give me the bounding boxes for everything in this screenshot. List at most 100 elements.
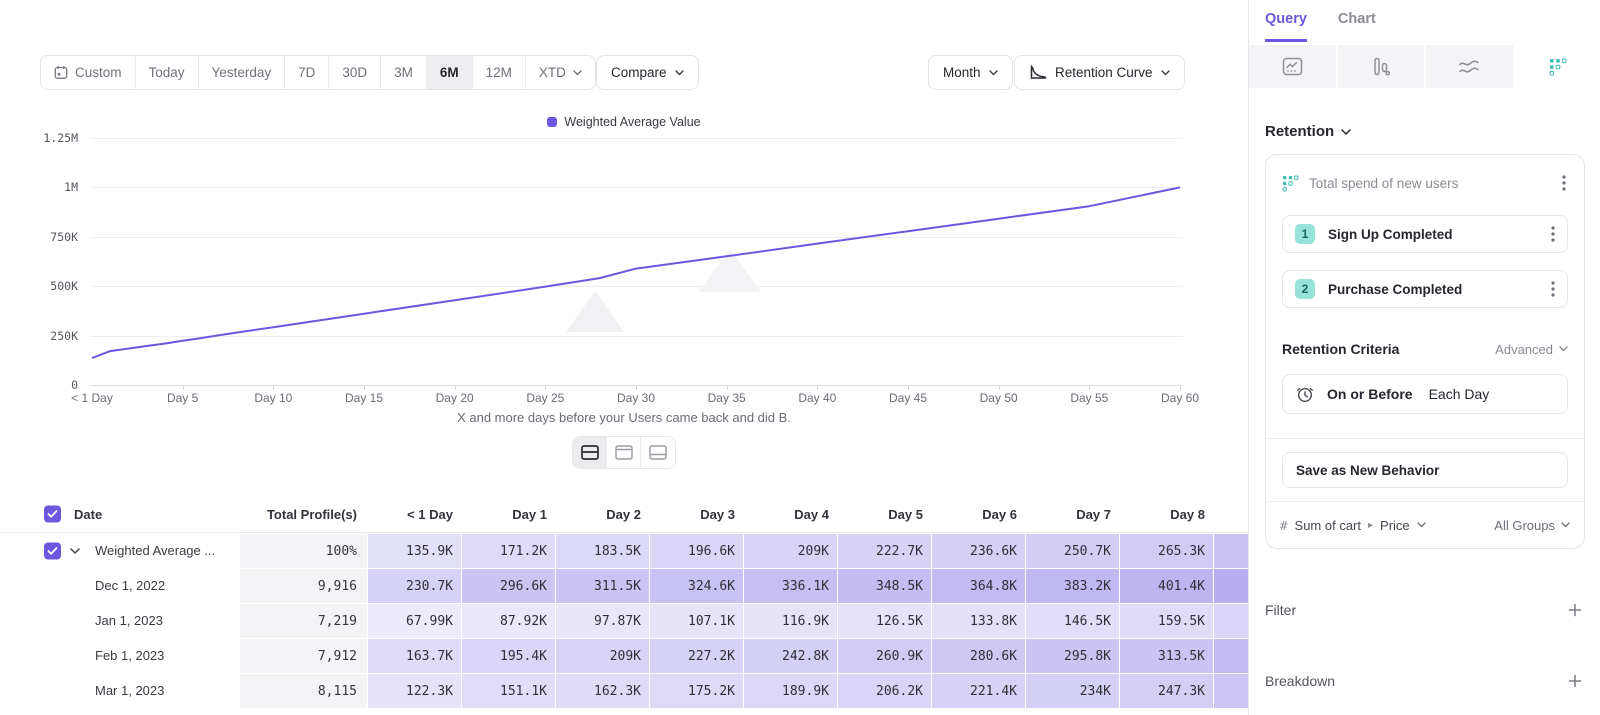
- retention-value-cell[interactable]: 227.2K: [649, 638, 743, 673]
- retention-value-cell[interactable]: 221.4K: [931, 673, 1025, 708]
- report-tab-retention[interactable]: [1515, 45, 1600, 88]
- report-tab-flows[interactable]: [1426, 45, 1515, 88]
- retention-value-cell[interactable]: 364.8K: [931, 568, 1025, 603]
- step-number-badge: 2: [1295, 279, 1315, 299]
- retention-value-cell[interactable]: 162.3K: [555, 673, 649, 708]
- header-day-column: Day 4: [743, 496, 837, 532]
- retention-value-cell[interactable]: 183.5K: [555, 533, 649, 568]
- retention-criteria-row: Retention Criteria Advanced: [1282, 341, 1568, 357]
- measurement-property: Price: [1380, 518, 1410, 533]
- criteria-label: Retention Criteria: [1282, 341, 1399, 357]
- breakdown-row: Breakdown: [1265, 672, 1584, 690]
- header-sliver: [1213, 496, 1248, 532]
- chevron-down-icon: [1561, 522, 1570, 528]
- retention-section-dropdown[interactable]: Retention: [1265, 123, 1351, 140]
- add-breakdown-button[interactable]: [1566, 672, 1584, 690]
- retention-value-cell[interactable]: 107.1K: [649, 603, 743, 638]
- retention-value-cell[interactable]: 87.92K: [461, 603, 555, 638]
- add-filter-button[interactable]: [1566, 601, 1584, 619]
- retention-value-cell[interactable]: 280.6K: [931, 638, 1025, 673]
- retention-value-cell[interactable]: 348.5K: [837, 568, 931, 603]
- retention-value-cell[interactable]: 189.9K: [743, 673, 837, 708]
- retention-value-cell[interactable]: 250.7K: [1025, 533, 1119, 568]
- total-profiles-cell: 7,219: [240, 603, 367, 638]
- tab-chart[interactable]: Chart: [1338, 11, 1376, 42]
- row-date-cell[interactable]: Feb 1, 2023: [0, 638, 240, 673]
- select-all-checkbox[interactable]: [44, 506, 61, 523]
- table-row: Dec 1, 20229,916230.7K296.6K311.5K324.6K…: [0, 568, 1248, 603]
- retention-value-cell[interactable]: 311.5K: [555, 568, 649, 603]
- behavior-step[interactable]: 2Purchase Completed: [1282, 270, 1568, 308]
- chevron-down-icon: [1341, 129, 1351, 135]
- retention-value-cell[interactable]: 383.2K: [1025, 568, 1119, 603]
- retention-grid-icon: [1282, 175, 1299, 192]
- kebab-menu-icon[interactable]: [1549, 224, 1557, 244]
- row-checkbox[interactable]: [44, 542, 61, 559]
- retention-value-cell[interactable]: 159.5K: [1119, 603, 1213, 638]
- retention-value-cell[interactable]: 171.2K: [461, 533, 555, 568]
- behavior-step[interactable]: 1Sign Up Completed: [1282, 215, 1568, 253]
- retention-value-cell[interactable]: 222.7K: [837, 533, 931, 568]
- header-day-column: Day 7: [1025, 496, 1119, 532]
- total-profiles-cell: 9,916: [240, 568, 367, 603]
- row-date-cell[interactable]: Jan 1, 2023: [0, 603, 240, 638]
- retention-value-cell[interactable]: 97.87K: [555, 603, 649, 638]
- clipped-value-cell: [1213, 673, 1248, 708]
- header-day-column: Day 8: [1119, 496, 1213, 532]
- advanced-dropdown[interactable]: Advanced: [1495, 342, 1568, 357]
- retention-value-cell[interactable]: 234K: [1025, 673, 1119, 708]
- tab-query[interactable]: Query: [1265, 11, 1307, 42]
- retention-value-cell[interactable]: 336.1K: [743, 568, 837, 603]
- retention-value-cell[interactable]: 133.8K: [931, 603, 1025, 638]
- header-date-cell: Date: [0, 496, 240, 532]
- retention-value-cell[interactable]: 236.6K: [931, 533, 1025, 568]
- retention-value-cell[interactable]: 195.4K: [461, 638, 555, 673]
- report-tab-insights[interactable]: [1249, 45, 1338, 88]
- retention-value-cell[interactable]: 146.5K: [1025, 603, 1119, 638]
- all-groups-dropdown[interactable]: All Groups: [1494, 518, 1570, 533]
- chevron-down-icon[interactable]: [70, 548, 80, 554]
- measurement-dropdown[interactable]: # Sum of cart ▸ Price: [1280, 518, 1426, 533]
- report-type-tabs: [1249, 45, 1600, 88]
- retention-value-cell[interactable]: 230.7K: [367, 568, 461, 603]
- header-total-profiles: Total Profile(s): [240, 496, 367, 532]
- retention-value-cell[interactable]: 296.6K: [461, 568, 555, 603]
- chevron-down-icon: [1559, 346, 1568, 352]
- retention-value-cell[interactable]: 313.5K: [1119, 638, 1213, 673]
- retention-value-cell[interactable]: 265.3K: [1119, 533, 1213, 568]
- kebab-menu-icon[interactable]: [1560, 173, 1568, 193]
- retention-value-cell[interactable]: 206.2K: [837, 673, 931, 708]
- report-tab-funnels[interactable]: [1338, 45, 1427, 88]
- save-button-label: Save as New Behavior: [1296, 463, 1439, 478]
- row-date-cell[interactable]: Weighted Average ...: [0, 533, 240, 568]
- retention-value-cell[interactable]: 401.4K: [1119, 568, 1213, 603]
- retention-value-cell[interactable]: 209K: [555, 638, 649, 673]
- retention-value-cell[interactable]: 116.9K: [743, 603, 837, 638]
- panel-tabs: Query Chart: [1265, 11, 1376, 42]
- chevron-down-icon: [1417, 522, 1426, 528]
- retention-value-cell[interactable]: 175.2K: [649, 673, 743, 708]
- retention-value-cell[interactable]: 242.8K: [743, 638, 837, 673]
- retention-value-cell[interactable]: 135.9K: [367, 533, 461, 568]
- retention-value-cell[interactable]: 324.6K: [649, 568, 743, 603]
- retention-value-cell[interactable]: 163.7K: [367, 638, 461, 673]
- retention-value-cell[interactable]: 122.3K: [367, 673, 461, 708]
- retention-value-cell[interactable]: 126.5K: [837, 603, 931, 638]
- retention-value-cell[interactable]: 295.8K: [1025, 638, 1119, 673]
- retention-value-cell[interactable]: 67.99K: [367, 603, 461, 638]
- query-panel: Query Chart Retention Total spend of new…: [1248, 0, 1600, 715]
- header-day-column: Day 6: [931, 496, 1025, 532]
- save-as-new-behavior-button[interactable]: Save as New Behavior: [1282, 452, 1568, 488]
- filter-row: Filter: [1265, 601, 1584, 619]
- kebab-menu-icon[interactable]: [1549, 279, 1557, 299]
- step-number-badge: 1: [1295, 224, 1315, 244]
- retention-value-cell[interactable]: 260.9K: [837, 638, 931, 673]
- retention-value-cell[interactable]: 151.1K: [461, 673, 555, 708]
- row-date-cell[interactable]: Dec 1, 2022: [0, 568, 240, 603]
- retention-value-cell[interactable]: 209K: [743, 533, 837, 568]
- retention-value-cell[interactable]: 196.6K: [649, 533, 743, 568]
- row-date-cell[interactable]: Mar 1, 2023: [0, 673, 240, 708]
- filter-label: Filter: [1265, 602, 1296, 618]
- retention-value-cell[interactable]: 247.3K: [1119, 673, 1213, 708]
- retention-timing-dropdown[interactable]: On or Before Each Day: [1282, 374, 1568, 414]
